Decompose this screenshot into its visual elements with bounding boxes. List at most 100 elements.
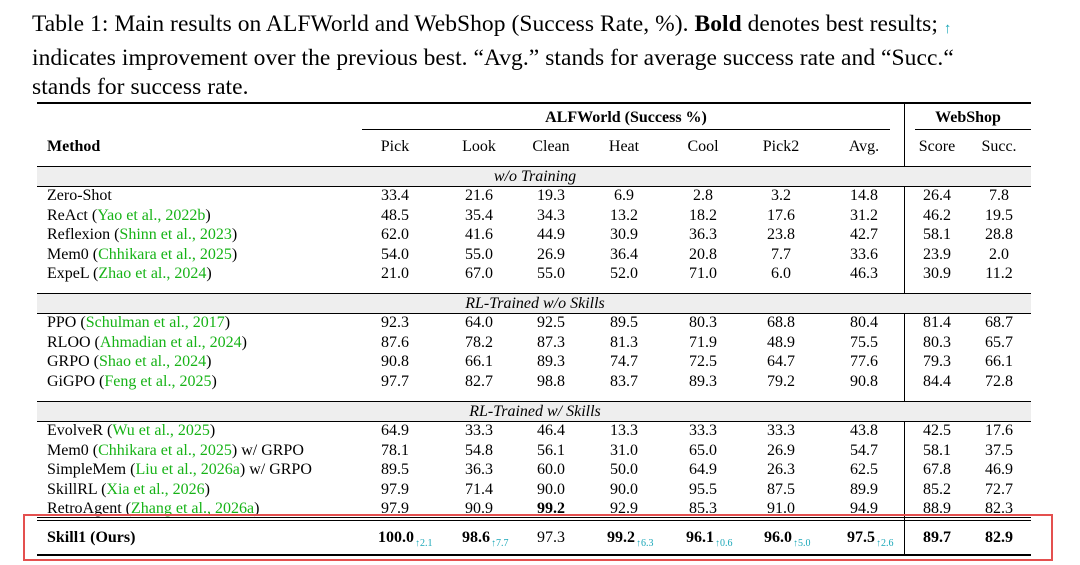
- table-cell-ours: 97.3: [537, 528, 565, 547]
- method-name: Mem0 (Chhikara et al., 2025) w/ GRPO: [47, 441, 304, 460]
- citation-link: Liu et al., 2026a: [135, 461, 240, 479]
- method-label: SkillRL (: [47, 480, 107, 498]
- method-suffix: ): [209, 422, 216, 439]
- table-rule: [37, 186, 1031, 187]
- table-cell: 89.5: [610, 314, 638, 331]
- table-cell: 97.9: [381, 500, 409, 518]
- table-cell: 80.3: [923, 333, 951, 351]
- table-cell: 7.7: [771, 245, 791, 263]
- column-separator: [904, 103, 905, 167]
- table-cell: 36.4: [610, 245, 638, 263]
- table-cell: 42.7: [850, 226, 878, 244]
- table-cell: 85.3: [689, 500, 717, 518]
- table-cell: 82.3: [985, 500, 1013, 518]
- method-name: RLOO (Ahmadian et al., 2024): [47, 333, 247, 352]
- improvement-value: ↑5.0: [793, 538, 811, 549]
- table-cell: 41.6: [465, 226, 493, 244]
- table-cell: 33.3: [465, 422, 493, 439]
- table-cell: 2.0: [989, 245, 1009, 263]
- table-cell-ours: 96.1↑0.6: [686, 528, 733, 553]
- table-cell: 71.9: [689, 333, 717, 351]
- improvement-value: ↑2.1: [415, 538, 433, 549]
- table-cell: 78.1: [381, 441, 409, 459]
- table-cell: 58.1: [923, 441, 951, 459]
- method-name: Zero-Shot: [47, 186, 112, 205]
- table-cell: 3.2: [771, 187, 791, 204]
- table-cell: 33.3: [767, 422, 795, 439]
- table-cell: 79.2: [767, 372, 795, 390]
- section-header-band: [37, 294, 1031, 313]
- table-cell: 20.8: [689, 245, 717, 263]
- table-cell: 68.7: [985, 314, 1013, 331]
- citation-link: Shao et al., 2024: [99, 353, 207, 371]
- table-cell: 43.8: [850, 422, 878, 439]
- section-header-band: [37, 402, 1031, 421]
- table-cell: 46.4: [537, 422, 565, 439]
- citation-link: Wu et al., 2025: [112, 422, 210, 439]
- table-cell: 23.9: [923, 245, 951, 263]
- method-name: SkillRL (Xia et al., 2026): [47, 480, 210, 499]
- table-cell: 75.5: [850, 333, 878, 351]
- table-cell: 44.9: [537, 226, 565, 244]
- method-suffix: ): [231, 245, 238, 263]
- table-cell: 62.0: [381, 226, 409, 244]
- table-cell: 26.9: [767, 441, 795, 459]
- table-cell: 33.3: [689, 422, 717, 439]
- caption-line-3: stands for success rate.: [32, 74, 249, 100]
- method-suffix: ): [206, 353, 212, 371]
- table-cell-ours: 99.2↑6.3: [607, 528, 654, 553]
- table-cell: 90.0: [537, 480, 565, 498]
- table-cell: 55.0: [537, 265, 565, 283]
- table-cell: 48.9: [767, 333, 795, 351]
- table-cell: 77.6: [850, 353, 878, 371]
- method-name: PPO (Schulman et al., 2017): [47, 313, 230, 332]
- method-name: ReAct (Yao et al., 2022b): [47, 206, 211, 225]
- citation-link: Chhikara et al., 2025: [98, 245, 232, 263]
- table-cell: 26.3: [767, 461, 795, 479]
- table-cell: 46.9: [985, 461, 1013, 479]
- table-cell: 34.3: [537, 206, 565, 224]
- table-cell: 17.6: [767, 206, 795, 224]
- table-cell: 80.4: [850, 314, 878, 331]
- table-cell: 23.8: [767, 226, 795, 244]
- ours-value: 89.7: [923, 529, 951, 546]
- improvement-value: ↑7.7: [491, 538, 509, 549]
- citation-link: Zhao et al., 2024: [98, 265, 207, 283]
- citation-link: Xia et al., 2026: [106, 480, 205, 498]
- table-cell: 30.9: [923, 265, 951, 283]
- table-cell: 72.5: [689, 353, 717, 371]
- table-cell: 80.3: [689, 314, 717, 331]
- table-rule: [37, 421, 1031, 422]
- improvement-value: ↑2.6: [876, 538, 894, 549]
- column-header: Succ.: [981, 138, 1017, 155]
- webshop-group-header: WebShop: [935, 109, 1001, 126]
- column-separator: [904, 186, 905, 293]
- table-cell: 26.9: [537, 245, 565, 263]
- table-cell: 36.3: [465, 461, 493, 479]
- method-label: RetroAgent (: [47, 500, 131, 518]
- section-title: w/o Training: [493, 168, 577, 185]
- table-cell: 81.3: [610, 333, 638, 351]
- alfworld-group-rule: [362, 129, 890, 130]
- table-rule: [37, 102, 1031, 104]
- ours-value: 97.5: [847, 529, 875, 546]
- table-rule: [37, 313, 1031, 314]
- table-cell: 87.6: [381, 333, 409, 351]
- table-cell: 87.3: [537, 333, 565, 351]
- alfworld-group-header: ALFWorld (Success %): [545, 109, 707, 126]
- table-cell: 85.2: [923, 480, 951, 498]
- method-suffix: ): [231, 226, 238, 244]
- table-cell: 64.9: [381, 422, 409, 439]
- method-label: Reflexion (: [47, 226, 120, 244]
- method-column-header: Method: [47, 138, 101, 155]
- table-cell: 66.1: [465, 353, 493, 371]
- table-cell: 72.8: [985, 372, 1013, 390]
- table-cell: 97.9: [381, 480, 409, 498]
- table-cell: 64.0: [465, 314, 493, 331]
- table-cell: 79.3: [923, 353, 951, 371]
- table-cell: 94.9: [850, 500, 878, 518]
- table-cell-ours: 82.9: [985, 528, 1013, 547]
- method-suffix: ) w/ GRPO: [231, 441, 304, 459]
- table-cell: 97.7: [381, 372, 409, 390]
- table-cell: 74.7: [610, 353, 638, 371]
